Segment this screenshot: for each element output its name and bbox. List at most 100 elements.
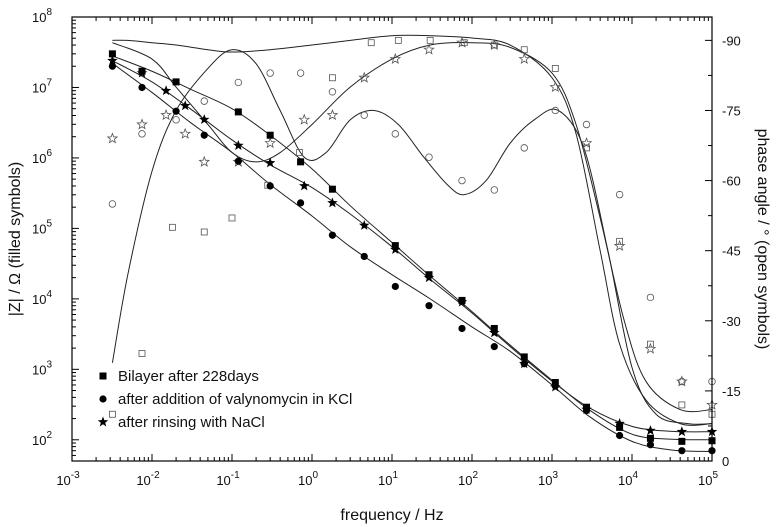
fit-lines-layer <box>111 34 713 453</box>
y-right-tick-label: -15 <box>722 384 741 399</box>
impedance-point-star <box>645 425 656 436</box>
phase-point-circle <box>234 78 243 87</box>
impedance-point-star <box>199 114 210 125</box>
x-tick-label: 10-1 <box>216 470 240 488</box>
legend-marker-square <box>99 372 107 380</box>
impedance-point-star <box>676 426 688 437</box>
phase-point-star <box>298 113 311 125</box>
impedance-point-circle <box>458 324 466 333</box>
impedance-point-circle <box>234 157 242 165</box>
phase-point-circle <box>266 69 274 77</box>
x-axis-title: frequency / Hz <box>340 507 443 524</box>
y-left-tick-exponent: 4 <box>46 289 52 300</box>
y-right-tick-label: 0 <box>722 454 729 469</box>
legend-label: after rinsing with NaCl <box>118 414 265 431</box>
phase-point-circle <box>391 130 400 138</box>
impedance-point-star <box>179 100 191 111</box>
impedance-point-circle <box>360 252 368 261</box>
x-tick-exponent: 5 <box>712 470 718 481</box>
impedance-point-square <box>520 353 528 361</box>
phase-point-square <box>138 350 146 357</box>
impedance-point-circle <box>425 302 433 310</box>
impedance-point-circle <box>266 182 274 190</box>
y-left-tick-label: 107 <box>32 77 52 95</box>
phase-point-star <box>136 118 148 130</box>
phase-point-star <box>518 52 531 65</box>
impedance-point-star <box>136 67 148 78</box>
impedance-point-circle <box>490 343 498 351</box>
y-right-tick-label: -90 <box>722 33 741 48</box>
impedance-point-star <box>327 197 338 208</box>
impedance-point-star <box>456 296 468 307</box>
phase-point-square <box>109 410 116 418</box>
legend-label: Bilayer after 228days <box>118 368 259 385</box>
impedance-point-square <box>234 108 242 116</box>
x-tick-label: 104 <box>618 470 638 488</box>
impedance-point-square <box>646 434 654 442</box>
phase-point-circle <box>582 120 591 129</box>
impedance-point-star <box>264 157 276 168</box>
phase-point-circle <box>646 293 655 302</box>
y-left-tick-exponent: 5 <box>46 218 52 229</box>
impedance-point-square <box>616 423 624 431</box>
y-right-tick-label: -75 <box>722 103 741 118</box>
legend-marker-circle <box>99 395 107 403</box>
y-left-tick-exponent: 2 <box>46 430 52 441</box>
impedance-point-square <box>328 185 336 193</box>
x-tick-label: 105 <box>698 470 718 488</box>
y-left-tick-label: 104 <box>32 289 52 307</box>
x-tick-exponent: -1 <box>231 470 240 481</box>
phase-point-square <box>551 65 559 72</box>
x-tick-exponent: 3 <box>552 470 558 481</box>
x-tick-exponent: -2 <box>151 470 160 481</box>
y-left-tick-label: 102 <box>32 430 52 448</box>
y-left-tick-exponent: 6 <box>46 148 52 159</box>
y-left-tick-label: 105 <box>32 218 52 236</box>
phase-point-square <box>296 149 304 156</box>
impedance-point-circle <box>678 447 686 455</box>
phase-point-circle <box>108 200 117 208</box>
phase-point-circle <box>615 190 624 199</box>
phase-point-star <box>613 239 626 251</box>
impedance-point-circle <box>616 431 624 440</box>
impedance-fit-line-star <box>112 60 713 433</box>
phase-point-square <box>678 401 686 409</box>
y-right-tick-label: -30 <box>722 314 741 329</box>
impedance-point-circle <box>391 282 399 291</box>
phase-point-star <box>198 155 211 167</box>
x-tick-exponent: 2 <box>472 470 478 481</box>
phase-point-star <box>179 127 192 139</box>
x-tick-label: 101 <box>378 470 398 488</box>
phase-point-square <box>647 340 654 348</box>
phase-fit-line-star <box>112 42 713 413</box>
impedance-point-circle <box>138 83 146 92</box>
y-left-tick-label: 108 <box>32 7 52 25</box>
phase-point-star <box>389 52 402 65</box>
phase-fit-line-square <box>112 34 713 426</box>
impedance-point-star <box>581 403 592 414</box>
impedance-point-star <box>550 381 561 392</box>
impedance-point-square <box>678 437 686 445</box>
phase-point-square <box>426 36 434 44</box>
phase-point-circle <box>328 88 337 96</box>
phase-point-star <box>423 43 435 55</box>
phase-point-star <box>488 38 501 51</box>
impedance-point-star <box>489 327 500 338</box>
impedance-point-square <box>108 50 116 58</box>
y-axis-right-title: phase angle / ° (open symbols) <box>754 129 771 350</box>
impedance-point-star <box>299 180 310 191</box>
x-tick-exponent: 4 <box>632 470 638 481</box>
y-right-tick-label: -45 <box>722 244 741 259</box>
x-tick-label: 103 <box>538 470 558 488</box>
x-tick-label: 100 <box>298 470 318 488</box>
phase-point-circle <box>551 106 560 115</box>
y-left-tick-label: 103 <box>32 359 52 377</box>
phase-point-circle <box>520 144 528 152</box>
legend: Bilayer after 228days after addition of v… <box>97 368 352 431</box>
impedance-point-star <box>423 272 435 283</box>
phase-point-star <box>326 109 339 121</box>
impedance-point-star <box>160 85 172 96</box>
x-tick-label: 10-2 <box>136 470 160 488</box>
phase-point-star <box>160 109 172 121</box>
phase-point-circle <box>296 69 305 77</box>
